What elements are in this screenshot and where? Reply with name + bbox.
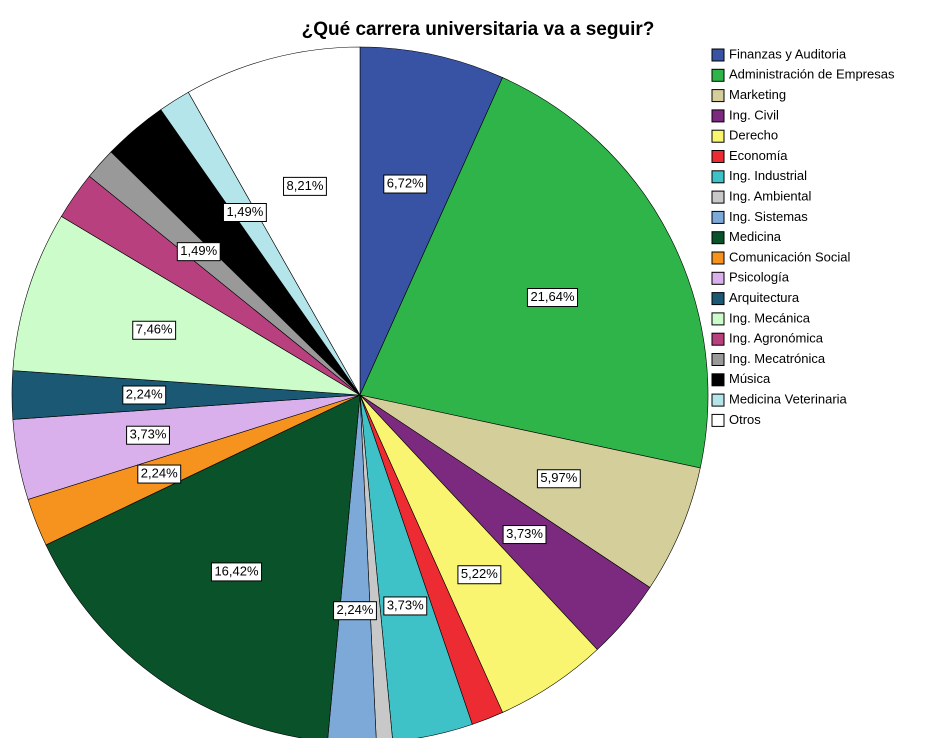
- legend-swatch: [711, 190, 725, 204]
- chart-title: ¿Qué carrera universitaria va a seguir?: [302, 19, 655, 40]
- data-label: 21,64%: [526, 288, 579, 308]
- data-label-text: 3,73%: [387, 597, 424, 612]
- legend-label: Psicología: [729, 270, 790, 285]
- legend-label: Ing. Ambiental: [729, 189, 811, 204]
- data-label-text: 7,46%: [136, 322, 173, 337]
- legend-label: Medicina Veterinaria: [729, 392, 848, 407]
- data-label-box: [526, 288, 579, 308]
- legend-swatch: [711, 312, 725, 326]
- data-label: 1,49%: [222, 203, 267, 223]
- legend-label: Ing. Civil: [729, 107, 779, 122]
- data-label-text: 16,42%: [214, 563, 259, 578]
- legend-label: Derecho: [729, 128, 778, 143]
- data-label-text: 21,64%: [530, 289, 575, 304]
- data-label: 8,21%: [283, 176, 327, 196]
- pie-slice: [187, 46, 361, 397]
- data-label-box: [383, 174, 428, 194]
- data-label-text: 3,73%: [506, 526, 543, 541]
- legend-label: Marketing: [729, 87, 786, 102]
- data-label-box: [536, 469, 581, 489]
- legend-label: Ing. Mecánica: [729, 310, 811, 325]
- data-label-box: [502, 525, 547, 545]
- data-label-box: [132, 320, 177, 340]
- legend-label: Otros: [729, 412, 761, 427]
- legend-swatch: [711, 109, 725, 123]
- data-label-text: 2,24%: [337, 602, 374, 617]
- data-label: 7,46%: [132, 320, 177, 340]
- legend-swatch: [711, 150, 725, 163]
- pie-slice: [359, 394, 701, 588]
- data-label: 3,73%: [502, 525, 547, 545]
- pie-slice: [359, 394, 473, 738]
- data-label-box: [137, 464, 182, 484]
- data-label: 5,97%: [536, 469, 581, 489]
- pie-slice: [327, 394, 377, 738]
- data-label-box: [383, 596, 428, 616]
- data-label: 1,49%: [176, 242, 221, 262]
- legend-swatch: [711, 251, 725, 265]
- legend-label: Finanzas y Auditoria: [729, 46, 847, 61]
- legend-label: Economía: [729, 148, 788, 163]
- data-label: 16,42%: [210, 562, 263, 582]
- data-label-text: 6,72%: [387, 175, 424, 190]
- data-label: 3,73%: [126, 425, 170, 445]
- data-label: 2,24%: [122, 385, 167, 405]
- data-label-box: [176, 242, 221, 262]
- legend-swatch: [711, 231, 725, 245]
- legend-swatch: [711, 89, 725, 103]
- data-label-box: [457, 565, 502, 585]
- legend-swatch: [711, 68, 725, 82]
- legend-label: Ing. Sistemas: [729, 209, 808, 224]
- pie-slice: [359, 46, 504, 396]
- data-label-box: [122, 385, 167, 405]
- data-label-text: 5,97%: [540, 470, 577, 485]
- data-label-text: 2,24%: [126, 386, 163, 401]
- data-label: 6,72%: [383, 174, 428, 194]
- legend-label: Medicina: [729, 229, 782, 244]
- data-label: 2,24%: [137, 464, 182, 484]
- data-label-box: [126, 425, 170, 445]
- legend-label: Arquitectura: [729, 290, 800, 305]
- data-label-text: 3,73%: [130, 427, 167, 442]
- legend-swatch: [711, 393, 725, 407]
- data-label: 2,24%: [333, 601, 377, 621]
- legend-swatch: [711, 413, 725, 427]
- legend-swatch: [711, 373, 725, 387]
- legend-label: Ing. Industrial: [729, 168, 807, 183]
- legend-swatch: [711, 332, 725, 346]
- data-label-text: 8,21%: [287, 178, 324, 193]
- data-label-text: 5,22%: [461, 566, 498, 581]
- legend-swatch: [711, 353, 725, 366]
- pie-slice: [12, 215, 361, 396]
- data-label-box: [333, 601, 377, 621]
- legend-swatch: [711, 210, 725, 224]
- pie-slice: [359, 77, 709, 469]
- data-label-box: [283, 176, 327, 196]
- legend-label: Administración de Empresas: [729, 67, 895, 82]
- legend-swatch: [711, 48, 725, 62]
- legend-swatch: [711, 129, 725, 143]
- data-label-text: 2,24%: [141, 465, 178, 480]
- legend-label: Comunicación Social: [729, 249, 851, 264]
- data-label-text: 1,49%: [226, 204, 263, 219]
- data-label: 3,73%: [383, 596, 428, 616]
- legend-swatch: [711, 292, 725, 306]
- legend-swatch: [711, 170, 725, 184]
- legend-label: Ing. Mecatrónica: [729, 351, 826, 366]
- data-label: 5,22%: [457, 565, 502, 585]
- legend-label: Ing. Agronómica: [729, 331, 824, 346]
- legend-swatch: [711, 271, 725, 285]
- pie-slice: [45, 394, 361, 738]
- legend-label: Música: [729, 371, 771, 386]
- data-label-text: 1,49%: [180, 243, 217, 258]
- pie-slice: [359, 394, 393, 738]
- data-label-box: [222, 203, 267, 223]
- data-label-box: [210, 562, 263, 582]
